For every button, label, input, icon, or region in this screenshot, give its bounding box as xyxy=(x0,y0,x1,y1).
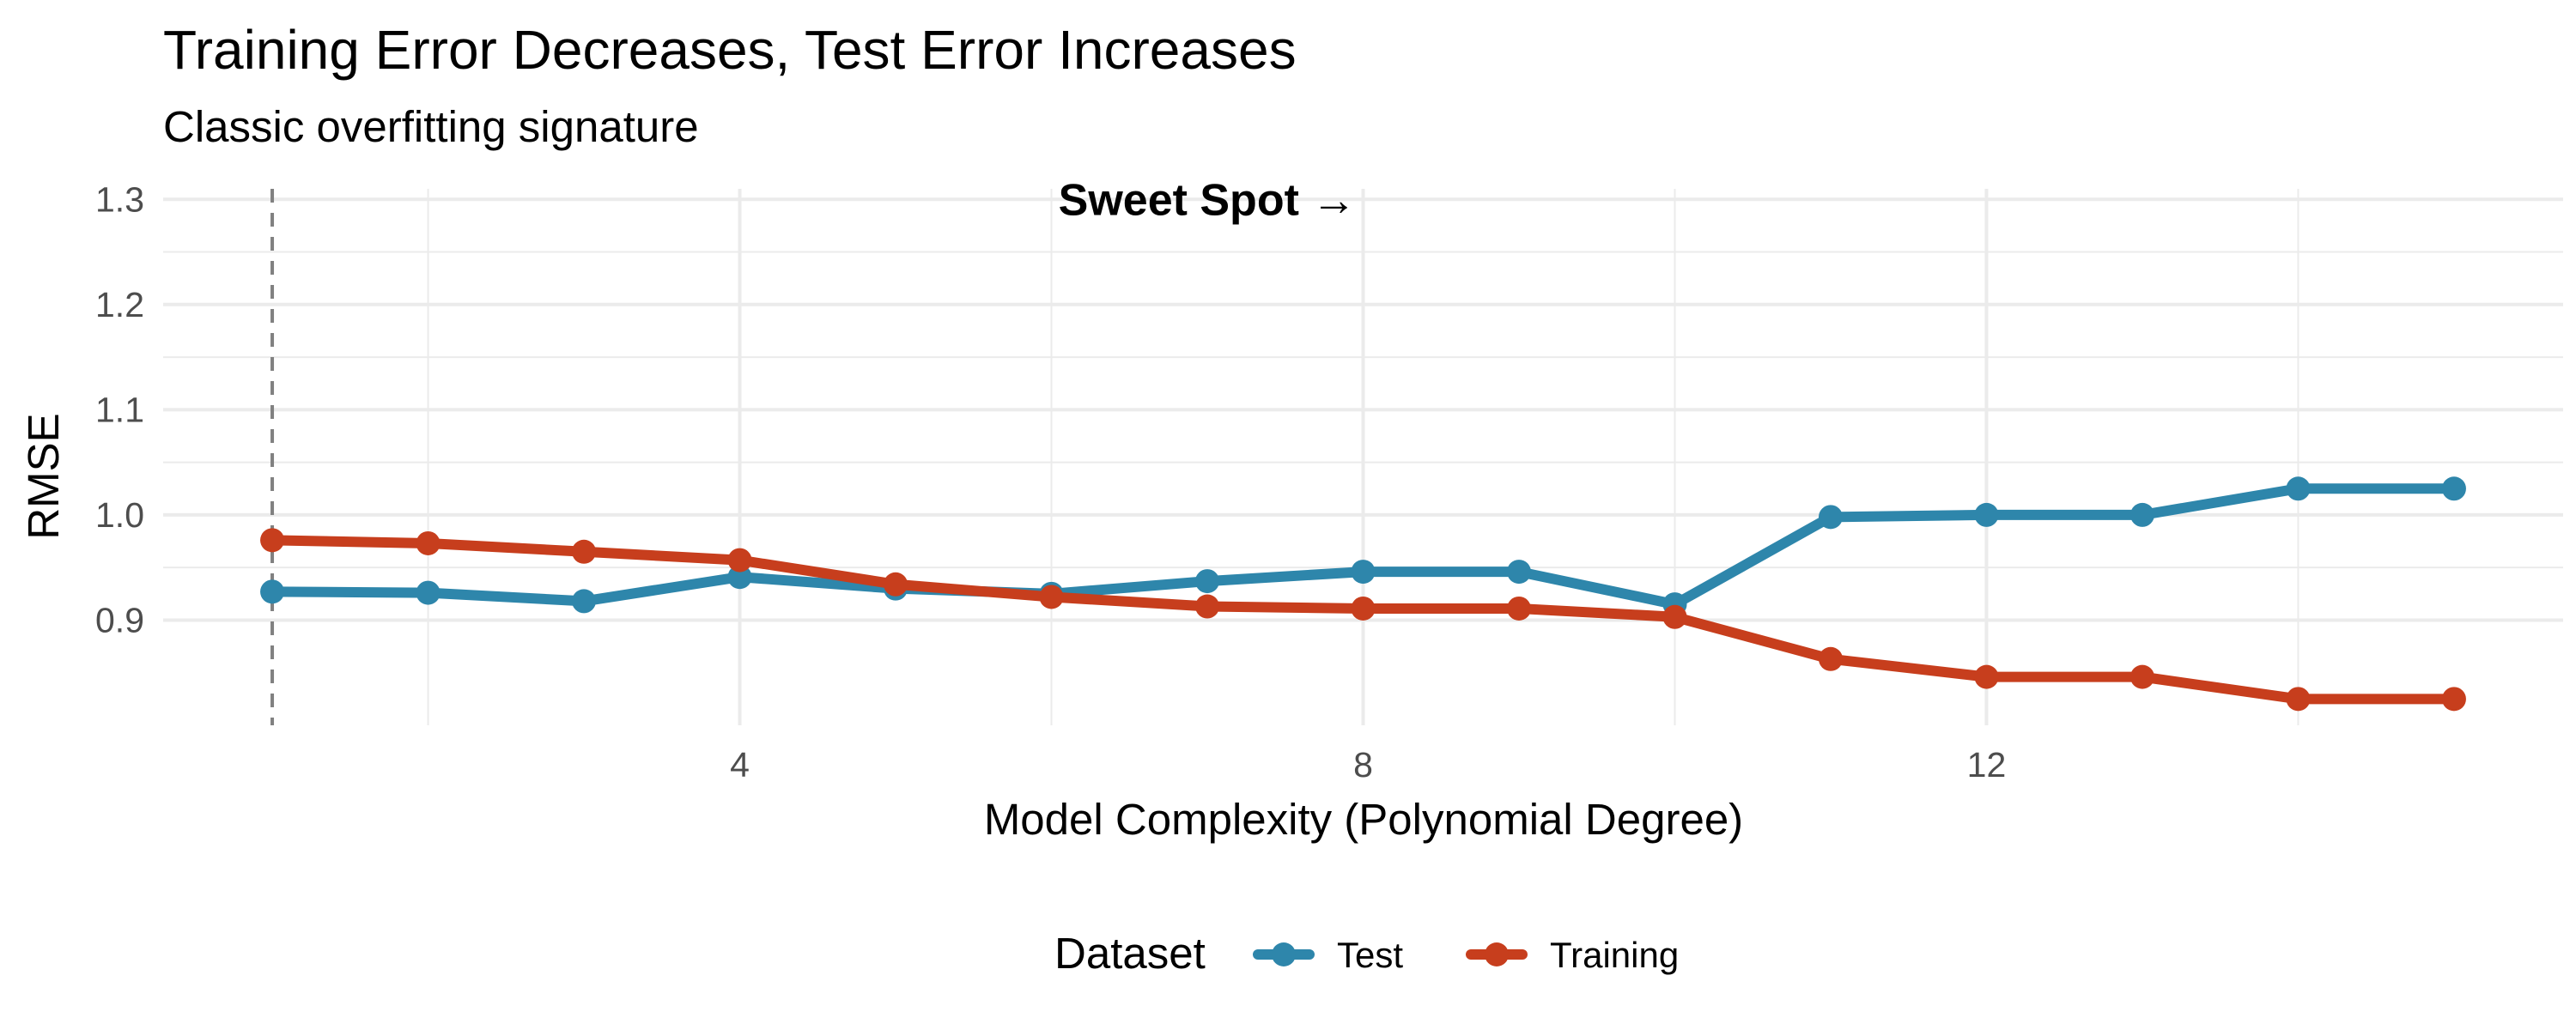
training-point xyxy=(1351,596,1376,621)
test-point xyxy=(2129,502,2154,527)
chart-title: Training Error Decreases, Test Error Inc… xyxy=(163,19,1297,81)
test-point xyxy=(1974,502,1999,527)
training-point xyxy=(727,548,752,573)
legend-key-point xyxy=(1272,942,1296,966)
y-tick-label: 1.2 xyxy=(95,285,144,324)
x-tick-label: 4 xyxy=(730,745,750,785)
legend-item-test: Test xyxy=(1253,935,1403,975)
test-point xyxy=(1818,505,1843,530)
test-point xyxy=(1506,560,1531,585)
training-point xyxy=(1039,585,1064,609)
training-point xyxy=(260,528,285,553)
y-axis-ticks: 0.9 1.0 1.1 1.2 1.3 xyxy=(95,179,144,639)
x-tick-label: 12 xyxy=(1967,745,2007,785)
training-point xyxy=(1818,646,1843,671)
training-point xyxy=(2441,687,2466,712)
test-point xyxy=(1195,569,1220,594)
sweet-spot-annotation: Sweet Spot → xyxy=(1059,175,1357,225)
x-axis-ticks: 4 8 12 xyxy=(730,745,2006,785)
series-layer xyxy=(260,476,2466,712)
legend-key-point xyxy=(1485,942,1509,966)
test-point xyxy=(416,580,440,605)
legend-items: Test Training xyxy=(1253,935,1679,975)
training-point xyxy=(2286,687,2311,712)
y-axis-title: RMSE xyxy=(19,413,68,539)
training-point xyxy=(1506,596,1531,621)
test-point xyxy=(1351,560,1376,585)
test-point xyxy=(260,579,285,604)
legend-item-training: Training xyxy=(1466,935,1679,975)
test-point xyxy=(572,589,597,614)
series-training xyxy=(260,528,2466,712)
test-point xyxy=(2286,476,2311,501)
training-point xyxy=(1195,594,1220,619)
x-axis-title: Model Complexity (Polynomial Degree) xyxy=(984,795,1743,844)
training-point xyxy=(2129,664,2154,689)
grid xyxy=(163,189,2563,725)
y-tick-label: 1.3 xyxy=(95,179,144,219)
training-point xyxy=(572,539,597,564)
test-point xyxy=(727,565,752,590)
y-tick-label: 0.9 xyxy=(95,600,144,639)
y-tick-label: 1.1 xyxy=(95,390,144,429)
legend: Dataset Test Training xyxy=(1054,929,1679,978)
training-point xyxy=(884,572,908,597)
legend-label: Test xyxy=(1337,935,1403,975)
training-point xyxy=(1974,664,1999,689)
legend-title: Dataset xyxy=(1054,929,1206,978)
y-tick-label: 1.0 xyxy=(95,495,144,535)
training-point xyxy=(1662,604,1687,629)
chart-subtitle: Classic overfitting signature xyxy=(163,102,699,151)
x-tick-label: 8 xyxy=(1353,745,1373,785)
legend-label: Training xyxy=(1550,935,1679,975)
training-point xyxy=(416,530,440,555)
test-point xyxy=(2441,476,2466,501)
